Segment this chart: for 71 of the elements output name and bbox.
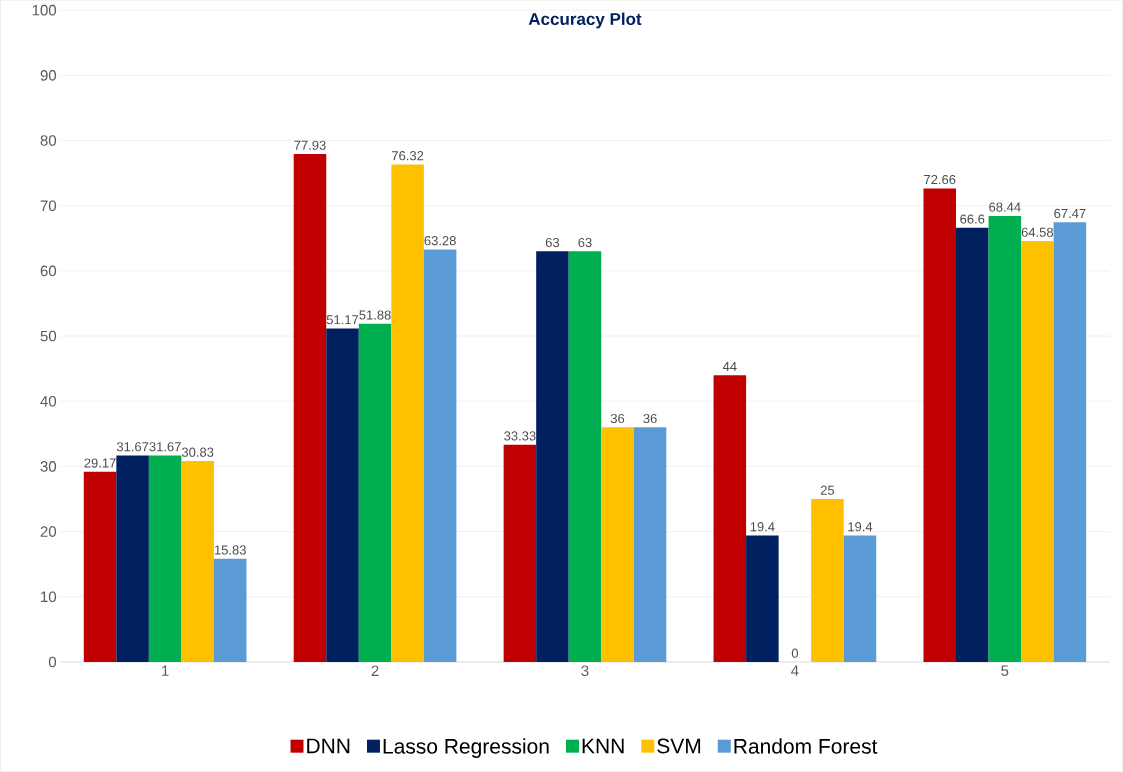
data-label: 64.58 — [1021, 227, 1054, 237]
bar — [181, 460, 214, 662]
bar — [536, 251, 569, 662]
bar — [568, 251, 602, 662]
legend-label: DNN — [307, 738, 350, 754]
y-tick-label: 30 — [40, 461, 57, 472]
bar — [633, 427, 667, 662]
bar — [923, 188, 957, 662]
chart-title: Accuracy Plot — [528, 12, 642, 29]
data-label: 44 — [722, 361, 737, 371]
bar — [83, 471, 117, 662]
bar — [1053, 222, 1087, 662]
data-label: 36 — [643, 413, 657, 424]
data-label: 36 — [610, 413, 625, 424]
legend-label: KNN — [582, 738, 624, 754]
y-tick-label: 70 — [40, 200, 57, 211]
y-tick-label: 20 — [40, 526, 57, 537]
legend-label: Random Forest — [734, 738, 878, 754]
bar — [213, 558, 247, 662]
y-tick-label: 40 — [40, 395, 57, 407]
data-label: 66.6 — [960, 214, 985, 224]
y-tick-label: 100 — [32, 4, 57, 16]
x-tick-label: 4 — [791, 665, 799, 676]
data-label: 67.47 — [1054, 208, 1086, 218]
bar — [293, 153, 327, 662]
data-label: 31.67 — [116, 442, 149, 452]
bar — [601, 427, 634, 662]
y-tick-label: 50 — [40, 330, 57, 342]
x-tick-label: 3 — [581, 665, 589, 677]
x-tick-label: 2 — [371, 665, 379, 676]
data-label: 30.83 — [181, 447, 214, 457]
y-tick-label: 0 — [48, 656, 57, 668]
bar — [116, 455, 149, 662]
data-label: 63.28 — [424, 236, 456, 246]
bar — [1021, 241, 1054, 662]
bar — [148, 455, 182, 662]
data-label: 51.17 — [326, 315, 359, 325]
data-label: 51.88 — [359, 310, 391, 320]
bar — [843, 535, 877, 662]
data-label: 68.44 — [989, 202, 1021, 212]
data-label: 33.33 — [504, 431, 536, 441]
x-tick-label: 1 — [162, 665, 169, 676]
data-label: 63 — [578, 237, 592, 248]
data-label: 0 — [791, 648, 799, 658]
data-label: 31.67 — [149, 442, 181, 452]
y-tick-label: 10 — [41, 591, 57, 603]
bar — [956, 227, 989, 662]
data-label: 63 — [545, 237, 560, 248]
legend-label: SVM — [657, 738, 701, 754]
bar — [358, 323, 392, 662]
bar — [713, 375, 747, 662]
data-label: 29.17 — [84, 458, 116, 468]
y-tick-label: 80 — [40, 135, 57, 146]
bar — [326, 328, 359, 662]
bar — [391, 164, 424, 662]
legend-label: Lasso Regression — [383, 738, 549, 758]
data-label: 76.32 — [392, 151, 424, 161]
y-tick-label: 90 — [40, 70, 57, 81]
data-label: 72.66 — [924, 174, 956, 185]
data-label: 19.4 — [750, 522, 775, 532]
bar — [811, 498, 844, 662]
bar — [746, 535, 779, 662]
data-label: 15.83 — [214, 545, 246, 555]
bar — [423, 249, 457, 662]
data-label: 19.4 — [848, 522, 873, 532]
x-tick-label: 5 — [1001, 665, 1009, 676]
bar — [988, 215, 1022, 662]
data-label: 77.93 — [294, 140, 326, 150]
y-tick-label: 60 — [40, 265, 57, 277]
data-label: 25 — [820, 485, 835, 495]
bar — [503, 444, 537, 662]
